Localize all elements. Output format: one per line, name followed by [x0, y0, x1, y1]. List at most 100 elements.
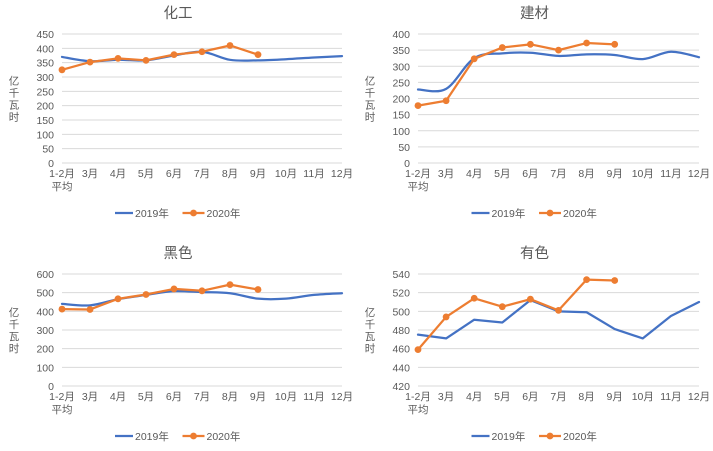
svg-text:2019年: 2019年 [492, 430, 526, 443]
svg-text:400: 400 [36, 306, 54, 318]
svg-text:建材: 建材 [520, 5, 549, 22]
svg-text:250: 250 [36, 86, 54, 98]
svg-text:300: 300 [36, 72, 54, 84]
svg-text:600: 600 [36, 269, 54, 281]
svg-text:12月: 12月 [331, 168, 353, 180]
svg-text:300: 300 [392, 61, 410, 73]
svg-text:瓦: 瓦 [9, 100, 20, 112]
svg-text:150: 150 [36, 115, 54, 127]
svg-text:11月: 11月 [303, 168, 324, 180]
svg-text:12月: 12月 [331, 391, 353, 403]
svg-text:200: 200 [392, 94, 410, 106]
svg-text:200: 200 [36, 101, 54, 113]
svg-text:亿: 亿 [365, 306, 376, 319]
svg-text:平均: 平均 [52, 404, 73, 416]
svg-text:2020年: 2020年 [207, 207, 241, 220]
svg-text:平均: 平均 [408, 404, 429, 416]
svg-text:100: 100 [36, 362, 54, 374]
svg-text:12月: 12月 [688, 391, 710, 403]
svg-text:12月: 12月 [688, 168, 710, 180]
svg-text:11月: 11月 [303, 391, 324, 403]
svg-text:460: 460 [392, 344, 410, 356]
svg-text:11月: 11月 [660, 391, 681, 403]
svg-text:3月: 3月 [82, 391, 98, 403]
svg-text:3月: 3月 [82, 168, 98, 180]
svg-text:有色: 有色 [520, 245, 549, 262]
svg-text:千: 千 [9, 319, 20, 331]
svg-text:1-2月: 1-2月 [405, 168, 431, 180]
svg-text:520: 520 [392, 288, 410, 300]
svg-text:4月: 4月 [110, 391, 126, 403]
svg-text:时: 时 [365, 343, 376, 355]
svg-text:亿: 亿 [9, 306, 20, 319]
svg-text:1-2月: 1-2月 [405, 391, 431, 403]
svg-text:10月: 10月 [275, 168, 297, 180]
svg-text:4月: 4月 [110, 168, 126, 180]
svg-text:6月: 6月 [522, 168, 538, 180]
svg-text:10月: 10月 [632, 391, 654, 403]
svg-text:350: 350 [36, 58, 54, 70]
svg-text:亿: 亿 [9, 75, 20, 88]
svg-text:瓦: 瓦 [365, 100, 376, 112]
svg-text:450: 450 [36, 29, 54, 41]
svg-text:平均: 平均 [408, 181, 429, 193]
svg-text:3月: 3月 [438, 391, 454, 403]
svg-text:3月: 3月 [438, 168, 454, 180]
svg-text:7月: 7月 [550, 168, 566, 180]
svg-text:7月: 7月 [550, 391, 566, 403]
svg-text:200: 200 [36, 344, 54, 356]
svg-text:250: 250 [392, 77, 410, 89]
svg-text:黑色: 黑色 [164, 245, 193, 262]
svg-text:10月: 10月 [275, 391, 297, 403]
svg-text:亿: 亿 [365, 75, 376, 88]
svg-text:8月: 8月 [222, 168, 238, 180]
svg-text:9月: 9月 [250, 391, 266, 403]
svg-text:2019年: 2019年 [135, 207, 169, 220]
svg-text:千: 千 [9, 88, 20, 100]
svg-text:500: 500 [392, 306, 410, 318]
svg-text:440: 440 [392, 362, 410, 374]
svg-text:5月: 5月 [494, 391, 510, 403]
svg-text:2020年: 2020年 [207, 430, 241, 443]
svg-text:时: 时 [365, 112, 376, 124]
svg-text:50: 50 [42, 144, 54, 156]
svg-text:7月: 7月 [194, 168, 210, 180]
svg-text:千: 千 [365, 319, 376, 331]
svg-text:8月: 8月 [222, 391, 238, 403]
svg-text:500: 500 [36, 288, 54, 300]
svg-text:4月: 4月 [466, 168, 482, 180]
svg-text:2019年: 2019年 [135, 430, 169, 443]
svg-text:2020年: 2020年 [563, 430, 597, 443]
svg-text:300: 300 [36, 325, 54, 337]
svg-text:平均: 平均 [52, 181, 73, 193]
svg-text:6月: 6月 [166, 168, 182, 180]
svg-text:9月: 9月 [607, 168, 623, 180]
svg-text:400: 400 [36, 43, 54, 55]
svg-text:540: 540 [392, 269, 410, 281]
svg-text:5月: 5月 [138, 168, 154, 180]
svg-text:11月: 11月 [660, 168, 681, 180]
svg-text:400: 400 [392, 29, 410, 41]
svg-text:480: 480 [392, 325, 410, 337]
svg-text:5月: 5月 [494, 168, 510, 180]
svg-text:时: 时 [9, 112, 20, 124]
svg-text:瓦: 瓦 [9, 331, 20, 343]
svg-text:6月: 6月 [522, 391, 538, 403]
svg-text:1-2月: 1-2月 [49, 168, 75, 180]
svg-text:2019年: 2019年 [492, 207, 526, 220]
svg-text:100: 100 [392, 126, 410, 138]
svg-text:100: 100 [36, 129, 54, 141]
svg-text:9月: 9月 [607, 391, 623, 403]
svg-text:350: 350 [392, 45, 410, 57]
svg-text:2020年: 2020年 [563, 207, 597, 220]
svg-text:150: 150 [392, 110, 410, 122]
svg-text:4月: 4月 [466, 391, 482, 403]
svg-text:10月: 10月 [632, 168, 654, 180]
svg-text:8月: 8月 [578, 168, 594, 180]
svg-text:9月: 9月 [250, 168, 266, 180]
svg-text:千: 千 [365, 88, 376, 100]
svg-text:8月: 8月 [578, 391, 594, 403]
svg-text:6月: 6月 [166, 391, 182, 403]
svg-text:7月: 7月 [194, 391, 210, 403]
svg-text:50: 50 [398, 142, 410, 154]
